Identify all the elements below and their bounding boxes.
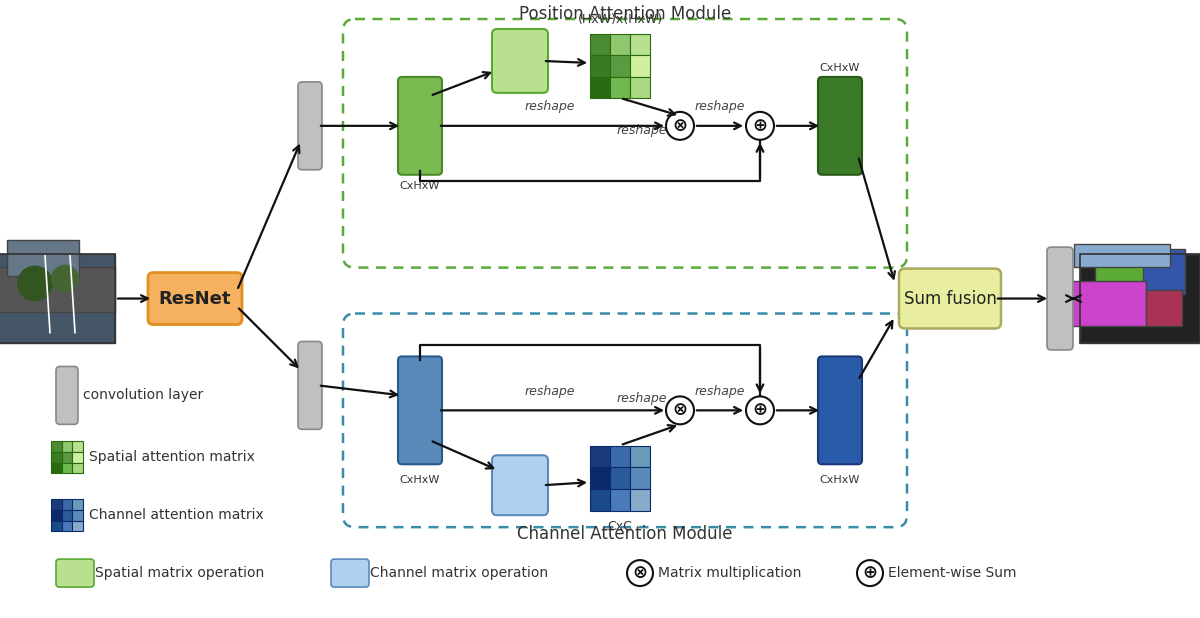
Text: ⊗: ⊗ [632, 564, 648, 582]
FancyBboxPatch shape [56, 366, 78, 425]
Bar [61, 510, 72, 520]
Bar [0, 267, 115, 312]
Bar [630, 489, 650, 510]
Bar [1080, 253, 1200, 344]
Text: Channel matrix operation: Channel matrix operation [370, 566, 548, 580]
Text: (HxW)x(HxW): (HxW)x(HxW) [577, 13, 662, 26]
Bar [630, 467, 650, 489]
Bar [50, 463, 61, 473]
Bar [630, 446, 650, 467]
Text: Spatial matrix operation: Spatial matrix operation [95, 566, 264, 580]
Bar [50, 510, 61, 520]
Bar [72, 452, 83, 463]
Text: Channel Attention Module: Channel Attention Module [517, 525, 733, 543]
Bar [1074, 244, 1170, 266]
Bar [610, 33, 630, 55]
Text: ⊕: ⊕ [752, 117, 768, 135]
Bar [50, 520, 61, 531]
Circle shape [50, 265, 79, 292]
Bar [1142, 249, 1186, 294]
FancyBboxPatch shape [492, 29, 548, 93]
Bar [590, 77, 610, 98]
Bar [610, 77, 630, 98]
Bar [630, 77, 650, 98]
Text: reshape: reshape [617, 124, 667, 137]
Text: CxHxW: CxHxW [400, 180, 440, 191]
FancyBboxPatch shape [298, 342, 322, 430]
FancyBboxPatch shape [331, 559, 370, 587]
Circle shape [17, 266, 53, 302]
Bar [61, 452, 72, 463]
Bar [72, 499, 83, 510]
Bar [630, 33, 650, 55]
Text: reshape: reshape [695, 100, 745, 113]
Text: Matrix multiplication: Matrix multiplication [658, 566, 802, 580]
Bar [0, 253, 115, 344]
FancyBboxPatch shape [899, 269, 1001, 329]
Bar [590, 446, 610, 467]
Text: Element-wise Sum: Element-wise Sum [888, 566, 1016, 580]
Bar [1096, 258, 1162, 294]
Text: reshape: reshape [524, 100, 575, 113]
Bar [50, 441, 61, 452]
Bar [610, 446, 630, 467]
Bar [0, 253, 115, 344]
FancyBboxPatch shape [56, 559, 94, 587]
FancyBboxPatch shape [148, 273, 242, 324]
Bar [72, 463, 83, 473]
Bar [61, 441, 72, 452]
Text: ResNet: ResNet [158, 290, 232, 308]
FancyBboxPatch shape [1046, 247, 1073, 350]
Bar [590, 489, 610, 510]
Bar [50, 452, 61, 463]
Bar [630, 55, 650, 77]
Text: ⊗: ⊗ [672, 401, 688, 420]
Bar [72, 520, 83, 531]
Text: CxHxW: CxHxW [820, 475, 860, 485]
Bar [61, 463, 72, 473]
Text: ⊕: ⊕ [752, 401, 768, 420]
Text: Sum fusion: Sum fusion [904, 290, 996, 308]
Bar [610, 467, 630, 489]
Text: CxHxW: CxHxW [820, 63, 860, 73]
Bar [1080, 253, 1200, 344]
Bar [7, 240, 79, 276]
Text: CxC: CxC [607, 520, 632, 533]
Bar [50, 499, 61, 510]
Bar [610, 55, 630, 77]
Bar [590, 467, 610, 489]
Text: CxHxW: CxHxW [400, 475, 440, 485]
Bar [72, 441, 83, 452]
Bar [590, 33, 610, 55]
Bar [610, 489, 630, 510]
FancyBboxPatch shape [492, 455, 548, 515]
FancyBboxPatch shape [818, 77, 862, 175]
Text: Channel attention matrix: Channel attention matrix [89, 508, 264, 522]
Text: Position Attention Module: Position Attention Module [518, 5, 731, 23]
FancyBboxPatch shape [298, 82, 322, 170]
Bar [1062, 281, 1146, 326]
Text: ⊕: ⊕ [863, 564, 877, 582]
Text: convolution layer: convolution layer [83, 388, 203, 402]
FancyBboxPatch shape [398, 357, 442, 464]
Bar [61, 520, 72, 531]
FancyBboxPatch shape [398, 77, 442, 175]
FancyBboxPatch shape [818, 357, 862, 464]
Bar [72, 510, 83, 520]
Text: reshape: reshape [524, 386, 575, 399]
Bar [590, 55, 610, 77]
Bar [61, 499, 72, 510]
Text: reshape: reshape [617, 392, 667, 405]
Bar [1146, 290, 1182, 326]
Text: Spatial attention matrix: Spatial attention matrix [89, 451, 254, 464]
Text: ⊗: ⊗ [672, 117, 688, 135]
Text: reshape: reshape [695, 386, 745, 399]
